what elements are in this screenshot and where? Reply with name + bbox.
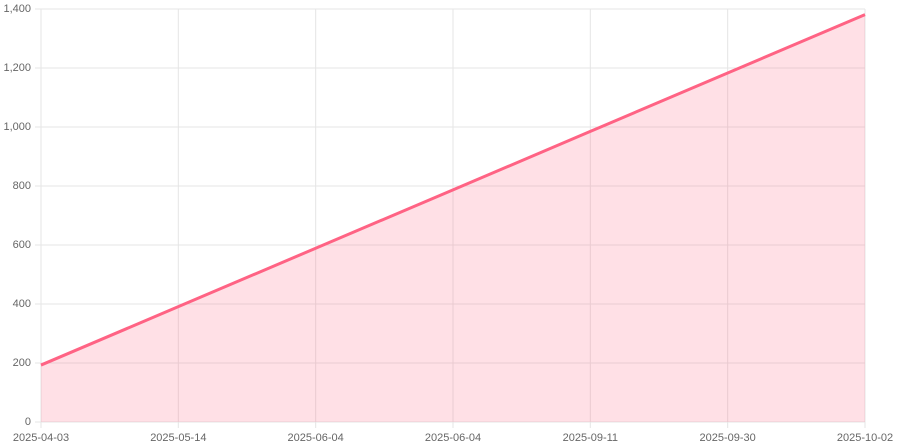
x-tick-label: 2025-05-14 <box>150 432 206 444</box>
x-tick-label: 2025-04-03 <box>13 432 69 444</box>
x-tick-label: 2025-10-02 <box>837 432 893 444</box>
y-tick-label: 1,000 <box>3 121 31 133</box>
x-tick-label: 2025-06-04 <box>288 432 344 444</box>
y-tick-label: 1,200 <box>3 62 31 74</box>
y-tick-label: 200 <box>13 357 31 369</box>
x-tick-label: 2025-09-30 <box>700 432 756 444</box>
x-tick-label: 2025-06-04 <box>425 432 481 444</box>
y-tick-label: 400 <box>13 298 31 310</box>
y-tick-label: 1,400 <box>3 3 31 15</box>
area <box>41 14 865 422</box>
line <box>40 13 866 367</box>
y-tick-label: 600 <box>13 239 31 251</box>
y-tick-label: 800 <box>13 180 31 192</box>
y-tick-label: 0 <box>25 416 31 428</box>
x-tick-label: 2025-09-11 <box>563 432 618 444</box>
